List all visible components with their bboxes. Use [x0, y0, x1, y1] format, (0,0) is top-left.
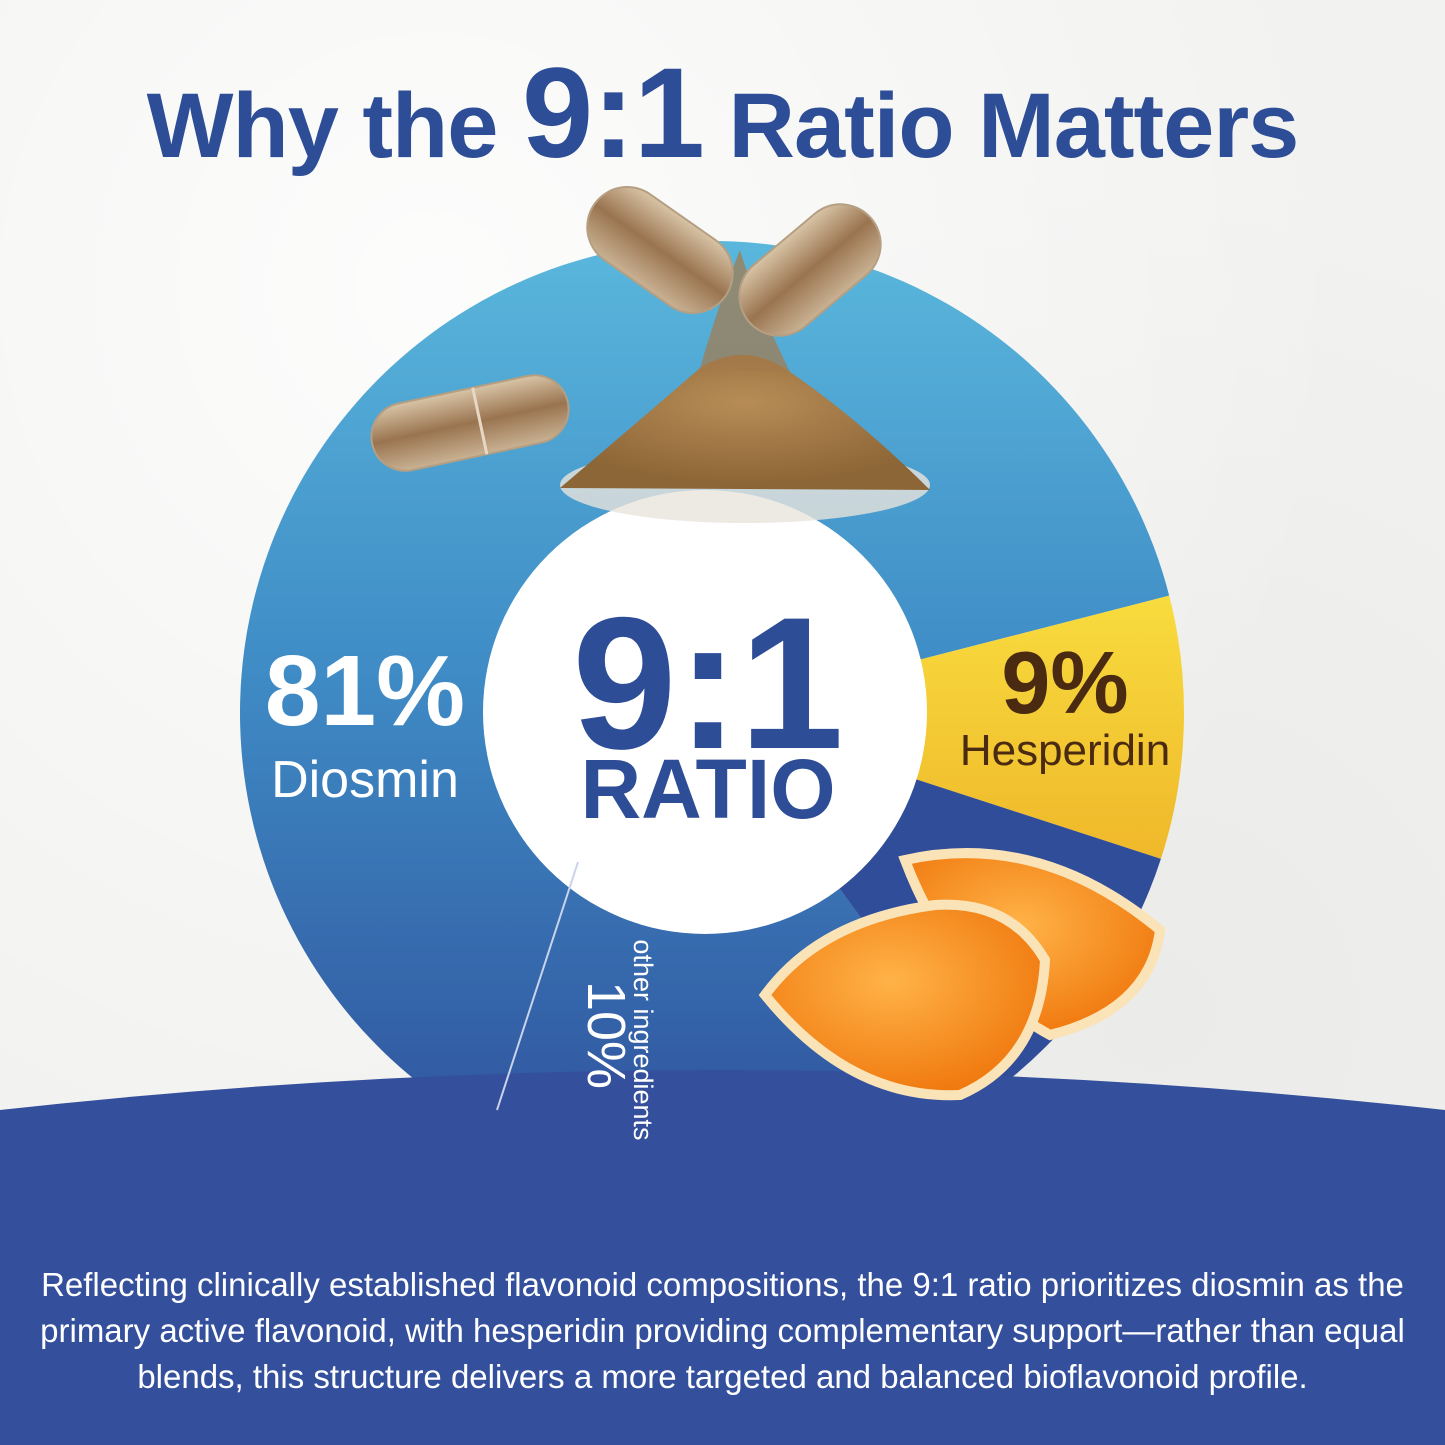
footer-band	[0, 1070, 1445, 1445]
powder-pile-illustration	[560, 250, 930, 523]
footer-description: Reflecting clinically established flavon…	[40, 1266, 1405, 1395]
diosmin-name-label: Diosmin	[271, 751, 459, 809]
center-ratio-label: RATIO	[580, 742, 835, 836]
capsule-illustration	[370, 186, 882, 472]
title-before: Why the	[146, 75, 499, 177]
other-name-label: other ingredients	[628, 939, 658, 1140]
slice-hesperidin	[712, 595, 1184, 859]
page-title: Why the 9:1 Ratio Matters	[0, 50, 1445, 178]
orange-slices-illustration	[758, 848, 1166, 1101]
hesperidin-value-label: 9%	[1001, 633, 1128, 732]
title-ratio: 9:1	[521, 42, 705, 185]
center-circle	[483, 490, 927, 934]
center-ratio: 9:1	[572, 578, 844, 788]
other-value-label: 10%	[576, 981, 636, 1089]
diosmin-value-label: 81%	[265, 635, 465, 747]
title-after: Ratio Matters	[728, 75, 1300, 177]
hesperidin-name-label: Hesperidin	[960, 726, 1170, 775]
slice-divider-line	[496, 861, 579, 1111]
pie-labels: 81%Diosmin 9%Hesperidin 10%other ingredien…	[265, 633, 1170, 1141]
